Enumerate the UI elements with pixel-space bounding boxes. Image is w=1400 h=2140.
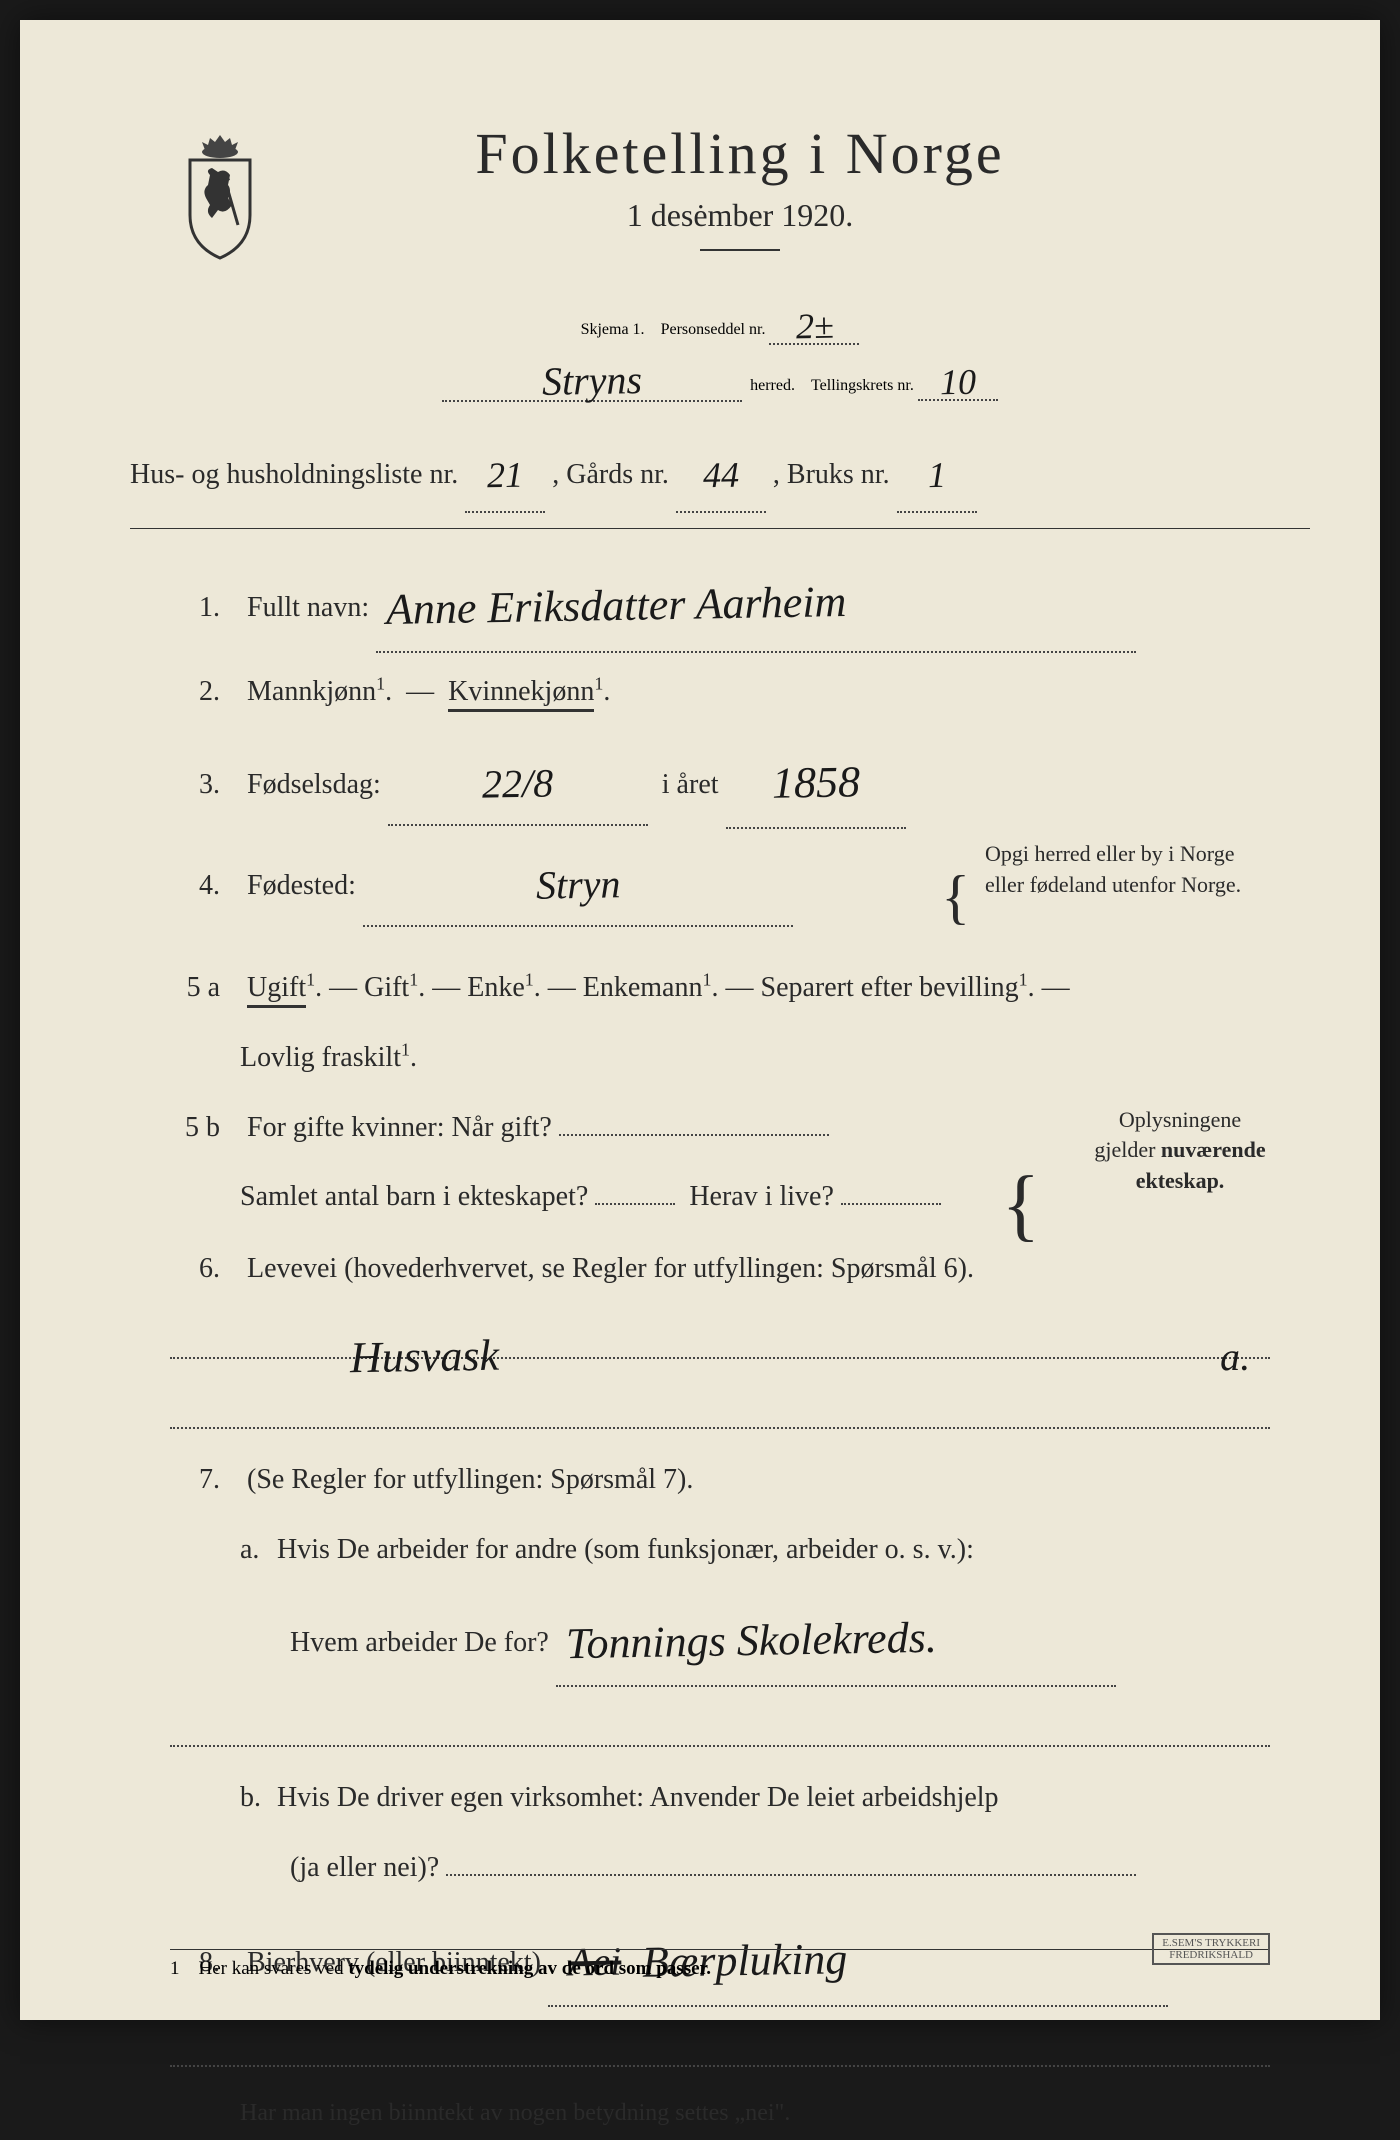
q5b-num: 5 b xyxy=(170,1097,220,1159)
tellingskrets-nr: 10 xyxy=(939,361,976,404)
norwegian-coat-of-arms-icon xyxy=(170,130,270,260)
tellingskrets-label: Tellingskrets nr. xyxy=(811,377,914,394)
q3-day: 22/8 xyxy=(481,739,554,828)
q7b-text2: (ja eller nei)? xyxy=(290,1852,439,1883)
q5a-ugift: Ugift xyxy=(247,972,306,1008)
herred-value: Stryns xyxy=(542,356,643,405)
census-form-page: Folketelling i Norge 1 desėmber 1920. Sk… xyxy=(20,20,1380,2020)
q3-label: Fødselsdag: xyxy=(247,769,381,800)
q3-num: 3. xyxy=(170,754,220,816)
personseddel-label: Personseddel nr. xyxy=(661,321,766,338)
title-block: Folketelling i Norge 1 desėmber 1920. xyxy=(310,120,1270,281)
footnote: 1 Her kan svares ved tydelig understrekn… xyxy=(170,1949,1270,1980)
q2-kvinne: Kvinnekjønn xyxy=(448,676,594,712)
bruks-label: , Bruks nr. xyxy=(773,459,890,490)
q6-line1: Husvask a. xyxy=(170,1309,1270,1359)
q6-line2 xyxy=(170,1379,1270,1429)
q7b-label: b. xyxy=(240,1767,270,1829)
q6-num: 6. xyxy=(170,1238,220,1300)
q4-note2: eller fødeland utenfor Norge. xyxy=(985,872,1241,897)
footnote-marker: 1 xyxy=(170,1958,180,1979)
divider xyxy=(700,249,780,251)
subtitle: 1 desėmber 1920. xyxy=(310,197,1170,234)
herred-label: herred. xyxy=(750,377,795,394)
q5a-enke: Enke xyxy=(467,972,525,1003)
skjema-label: Skjema 1. xyxy=(581,321,645,338)
q4-note1: Opgi herred eller by i Norge xyxy=(985,841,1234,866)
bruks-nr: 1 xyxy=(927,436,946,515)
q5a-enkemann: Enkemann xyxy=(583,972,703,1003)
q4-label: Fødested: xyxy=(247,870,356,901)
brace-icon: { xyxy=(941,831,970,963)
q5b-note2: gjelder nuværende xyxy=(1094,1137,1265,1162)
hushold-label: Hus- og husholdningsliste nr. xyxy=(130,459,458,490)
q7b-text1: Hvis De driver egen virksomhet: Anvender… xyxy=(277,1782,999,1813)
q5b-note1: Oplysningene xyxy=(1119,1107,1241,1132)
q5b-label3: Herav i live? xyxy=(689,1181,834,1212)
q4-value: Stryn xyxy=(535,841,621,930)
gards-nr: 44 xyxy=(702,436,739,516)
q4-sidenote: Opgi herred eller by i Norge eller fødel… xyxy=(985,839,1265,901)
q7a-label: a. xyxy=(240,1519,270,1581)
schema-block: Skjema 1. Personseddel nr. 2± Stryns her… xyxy=(170,301,1270,402)
main-title: Folketelling i Norge xyxy=(310,120,1170,187)
q7a-value: Tonnings Skolekreds. xyxy=(565,1589,937,1692)
q4-num: 4. xyxy=(170,855,220,917)
section-divider xyxy=(130,528,1310,529)
printer-stamp: E.SEM'S TRYKKERI FREDRIKSHALD xyxy=(1152,1933,1270,1965)
q3-year-label: i året xyxy=(662,769,719,800)
q5b-label1: For gifte kvinner: Når gift? xyxy=(247,1112,552,1143)
stamp-line2: FREDRIKSHALD xyxy=(1162,1949,1260,1961)
q5a-gift: Gift xyxy=(364,972,409,1003)
q7a-line2 xyxy=(170,1697,1270,1747)
q5a-separert: Separert efter bevilling xyxy=(761,972,1019,1003)
gards-label: , Gårds nr. xyxy=(552,459,669,490)
q8-line2 xyxy=(170,2017,1270,2067)
stamp-line1: E.SEM'S TRYKKERI xyxy=(1162,1937,1260,1949)
q7-num: 7. xyxy=(170,1449,220,1511)
q5b-label2: Samlet antal barn i ekteskapet? xyxy=(240,1181,588,1212)
q5a-fraskilt: Lovlig fraskilt xyxy=(240,1042,401,1073)
q7a-text1: Hvis De arbeider for andre (som funksjon… xyxy=(277,1534,974,1565)
footnote-text: Her kan svares ved tydelig understreknin… xyxy=(199,1958,711,1979)
q1-num: 1. xyxy=(170,577,220,639)
q6-label: Levevei (hovederhvervet, se Regler for u… xyxy=(247,1253,974,1284)
q7a-text2: Hvem arbeider De for? xyxy=(290,1627,549,1658)
q5a-num: 5 a xyxy=(170,957,220,1019)
q3-year: 1858 xyxy=(771,734,861,832)
bottom-note: Har man ingen biinntekt av nogen betydni… xyxy=(240,2100,790,2126)
form-body: Hus- og husholdningsliste nr. 21 , Gårds… xyxy=(170,432,1270,2140)
q2-num: 2. xyxy=(170,661,220,723)
hushold-nr: 21 xyxy=(487,436,524,516)
q1-value: Anne Eriksdatter Aarheim xyxy=(385,554,847,659)
header: Folketelling i Norge 1 desėmber 1920. xyxy=(170,120,1270,281)
q1-label: Fullt navn: xyxy=(247,592,369,623)
personseddel-nr: 2± xyxy=(795,305,833,348)
q2-mann: Mannkjønn xyxy=(247,676,376,707)
q7-label: (Se Regler for utfyllingen: Spørsmål 7). xyxy=(247,1464,693,1495)
